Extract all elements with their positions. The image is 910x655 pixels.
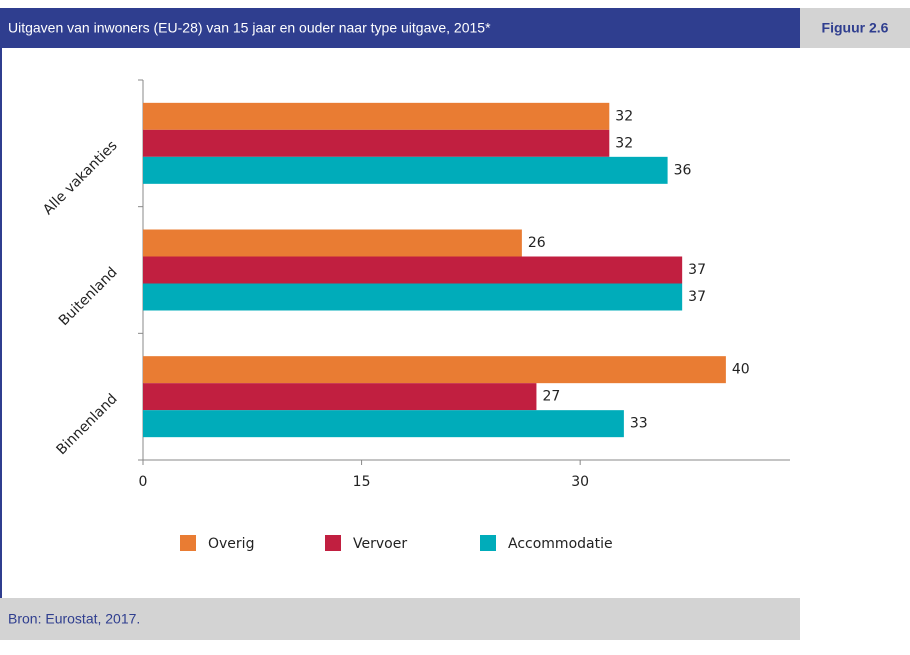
bar xyxy=(143,356,726,384)
legend-label: Overig xyxy=(208,536,254,552)
value-label: 32 xyxy=(615,135,633,151)
bar xyxy=(143,129,610,157)
bar xyxy=(143,283,683,311)
value-label: 37 xyxy=(688,289,706,305)
bar xyxy=(143,229,522,257)
figure-label-box xyxy=(800,8,910,48)
y-tick-label: Binnenland xyxy=(54,391,121,458)
x-tick-label: 30 xyxy=(571,474,589,490)
y-tick-label: Buitenland xyxy=(56,264,121,329)
value-label: 32 xyxy=(615,108,633,124)
source: Bron: Eurostat, 2017. xyxy=(8,611,140,627)
chart-title: Uitgaven van inwoners (EU-28) van 15 jaa… xyxy=(8,20,491,36)
x-tick-label: 15 xyxy=(353,474,371,490)
header-bar xyxy=(0,8,800,48)
legend-label: Vervoer xyxy=(353,536,407,552)
legend-label: Accommodatie xyxy=(508,536,613,552)
bar xyxy=(143,102,610,130)
value-label: 26 xyxy=(528,235,546,251)
value-label: 33 xyxy=(630,416,648,432)
legend-swatch xyxy=(480,535,496,551)
y-tick-label: Alle vakanties xyxy=(40,138,121,219)
value-label: 40 xyxy=(732,362,750,378)
x-tick-label: 0 xyxy=(139,474,148,490)
bar xyxy=(143,156,668,184)
value-label: 36 xyxy=(674,162,692,178)
legend-swatch xyxy=(325,535,341,551)
footer-bar xyxy=(0,598,800,640)
legend-swatch xyxy=(180,535,196,551)
value-label: 37 xyxy=(688,262,706,278)
bar xyxy=(143,383,537,411)
value-label: 27 xyxy=(542,389,560,405)
figure-label: Figuur 2.6 xyxy=(822,20,889,36)
bar xyxy=(143,256,683,284)
bar xyxy=(143,410,624,438)
